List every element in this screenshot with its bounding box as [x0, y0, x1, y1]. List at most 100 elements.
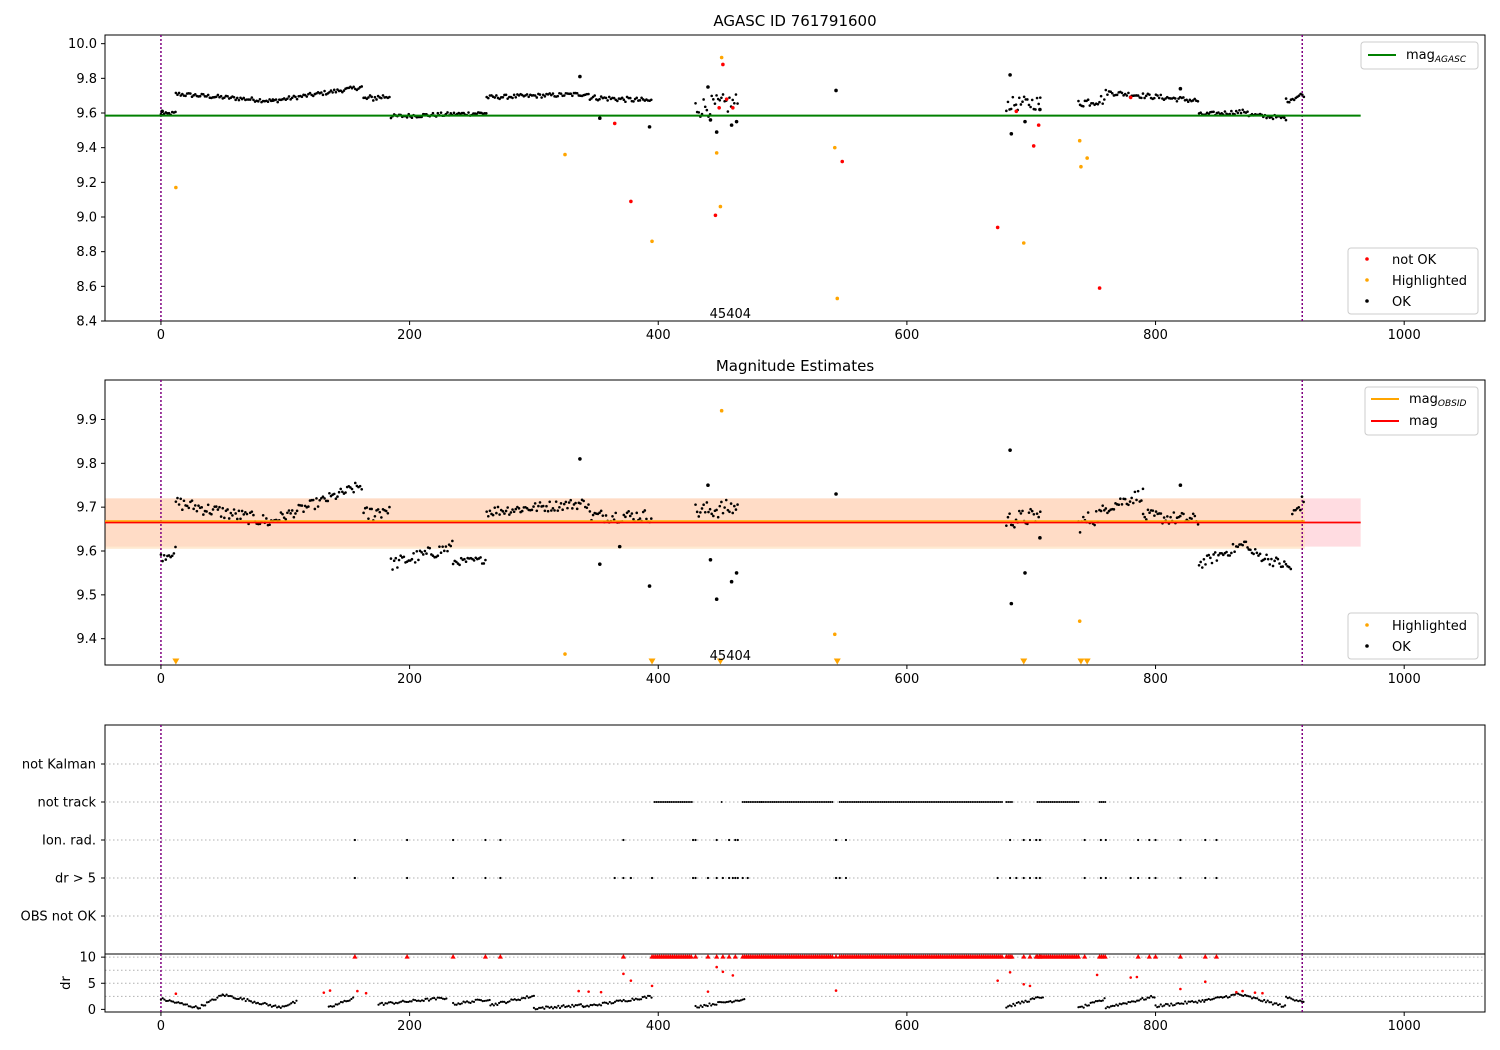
ok-point: [566, 506, 569, 510]
not-track-point: [987, 801, 990, 803]
ok-point: [574, 501, 577, 505]
ok-point: [1302, 500, 1305, 504]
ok-point: [541, 504, 545, 508]
ok-point: [1297, 94, 1301, 97]
dr-point: [737, 999, 741, 1003]
dr-point: [615, 999, 618, 1002]
ok-point: [219, 94, 223, 98]
dr-point: [532, 994, 536, 997]
not-track-point: [849, 801, 852, 803]
not-track-point: [855, 801, 858, 803]
ok-point: [697, 515, 701, 518]
ok-point: [313, 507, 317, 511]
ok-point: [506, 506, 509, 509]
ion-rad-point: [1008, 838, 1012, 842]
x-tick-label: 400: [646, 672, 671, 687]
dr-point: [1252, 996, 1255, 999]
not-track-point: [846, 801, 849, 803]
ok-point: [1101, 504, 1105, 507]
dr-point: [223, 994, 226, 998]
ok-point: [569, 92, 573, 96]
ok-point: [367, 96, 370, 99]
ok-point: [556, 94, 560, 98]
dr-point: [1242, 994, 1245, 998]
ok-point: [1221, 553, 1225, 557]
ok-point: [486, 514, 490, 518]
ion-rad-point: [499, 838, 502, 842]
dr-point: [551, 1007, 555, 1010]
ok-point: [216, 93, 220, 97]
not-track-point: [922, 801, 925, 803]
ok-point: [707, 510, 710, 514]
ok-point: [1099, 509, 1103, 513]
dr-point: [1151, 996, 1154, 999]
dr-point: [743, 998, 746, 1001]
not-track-point: [997, 801, 1000, 803]
dr-point: [202, 1004, 205, 1007]
ok-point: [1096, 102, 1100, 106]
dr-point: [599, 1004, 603, 1007]
ok-point: [729, 123, 734, 127]
ok-point: [226, 508, 229, 511]
dr-point: [274, 1004, 277, 1007]
not-track-point: [771, 801, 774, 803]
dr-point: [168, 999, 171, 1002]
not-track-point: [1073, 801, 1076, 803]
dr-flagged-point: [629, 979, 633, 982]
ok-point: [530, 508, 534, 512]
ok-point: [458, 563, 461, 567]
dr-flagged-point: [622, 972, 625, 976]
ok-point: [694, 503, 697, 506]
not-track-point: [812, 801, 815, 803]
ion-rad-point: [728, 838, 731, 842]
not-track-point: [825, 801, 828, 803]
dr-point: [172, 1000, 175, 1003]
ok-point: [1127, 503, 1130, 507]
dr-point: [541, 1006, 544, 1009]
ok-point: [428, 546, 432, 550]
dr-point: [1146, 996, 1149, 999]
ok-point: [235, 96, 239, 100]
not-track-point: [1007, 801, 1010, 803]
ok-point: [708, 557, 713, 562]
not-ok-point: [629, 199, 633, 204]
ok-point: [479, 556, 482, 559]
ok-point: [511, 96, 514, 100]
dr-point: [161, 997, 164, 1000]
ok-point: [167, 554, 171, 557]
legend-marker: [1365, 623, 1369, 627]
not-track-point: [844, 801, 847, 803]
dr-point: [165, 999, 168, 1003]
not-track-point: [794, 801, 796, 803]
y-tick-label: 5: [88, 977, 96, 992]
ok-point: [431, 111, 435, 115]
ok-point: [320, 91, 323, 94]
dr-point: [1297, 1000, 1300, 1003]
ok-point: [1215, 559, 1219, 562]
ok-point: [198, 94, 202, 98]
ok-point: [1156, 94, 1159, 97]
ok-point: [206, 93, 210, 97]
dr-point: [410, 1000, 413, 1003]
dr-point: [251, 1001, 254, 1004]
dr-point: [214, 998, 217, 1001]
ok-point: [328, 90, 331, 94]
ok-point: [537, 504, 540, 508]
ok-point: [484, 558, 487, 562]
ok-point: [1104, 507, 1108, 510]
ok-point: [195, 509, 199, 513]
not-track-point: [1068, 801, 1071, 803]
ok-point: [1019, 512, 1023, 515]
dr-gt-5-point: [1179, 876, 1182, 880]
not-track-point: [685, 801, 688, 803]
dr-point: [1130, 1000, 1134, 1003]
dr-flagged-point: [721, 970, 725, 974]
dr-point: [1173, 1003, 1176, 1007]
ok-point: [712, 98, 715, 101]
dr-point: [329, 1004, 332, 1008]
dr-point: [1283, 1004, 1287, 1007]
ok-point: [1288, 100, 1291, 104]
dr-point: [1098, 999, 1101, 1002]
ok-point: [161, 559, 164, 563]
magnitude-estimates-panel: Magnitude Estimates 9.4 9.5 9.6 9.7 9.8 9.9 0 20…: [76, 357, 1486, 687]
